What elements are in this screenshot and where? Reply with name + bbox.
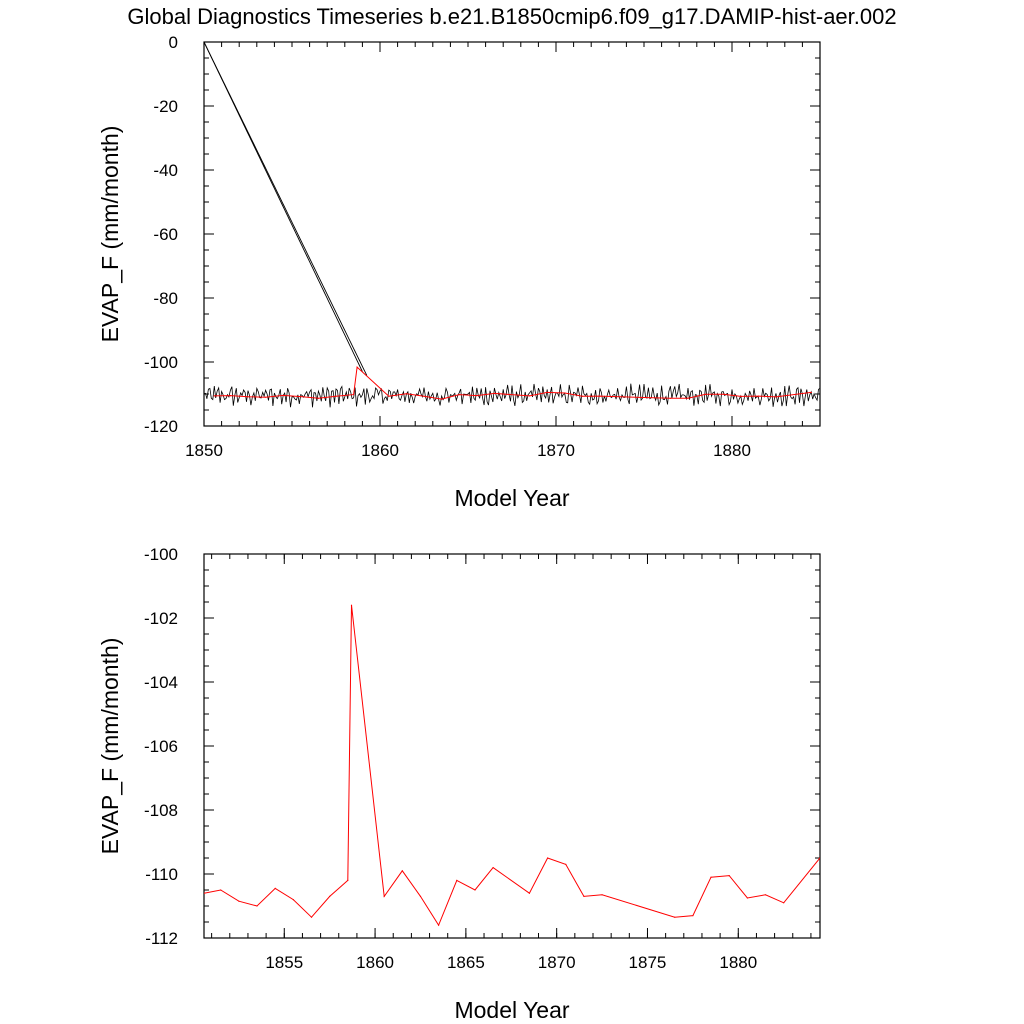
- annual-data-point: [710, 876, 712, 878]
- annual-data-point: [388, 395, 390, 397]
- annual-data-point: [247, 396, 249, 398]
- y-tick-label: -60: [153, 225, 178, 244]
- annual-data-point: [722, 393, 724, 395]
- annual-data-point: [238, 900, 240, 902]
- annual-data-point: [317, 397, 319, 399]
- annual-data-point: [692, 915, 694, 917]
- y-tick-label: -120: [144, 417, 178, 436]
- annual-data-point: [492, 867, 494, 869]
- monthly-series-line-drop-b: [204, 42, 368, 376]
- monthly-series-line: [204, 383, 820, 408]
- annual-data-point: [764, 894, 767, 896]
- annual-data-point: [775, 396, 777, 398]
- x-tick-label: 1870: [537, 441, 575, 460]
- annual-data-point: [687, 397, 689, 399]
- annual-data-point: [329, 895, 331, 898]
- y-tick-label: -108: [144, 801, 178, 820]
- y-tick-label: -40: [153, 161, 178, 180]
- annual-data-point: [740, 395, 742, 397]
- annual-data-point: [564, 392, 566, 394]
- y-axis-label: EVAP_F (mm/month): [97, 126, 123, 343]
- annual-series-line: [204, 605, 820, 927]
- annual-data-point: [705, 393, 707, 395]
- y-tick-label: -20: [153, 97, 178, 116]
- annual-data-point: [669, 397, 672, 399]
- x-tick-label: 1880: [713, 441, 751, 460]
- annual-data-point: [728, 875, 730, 877]
- x-tick-label: 1865: [447, 953, 485, 972]
- annual-data-point: [419, 895, 422, 898]
- annual-data-point: [383, 895, 385, 898]
- top-panel: 1850 1860 1870 1880 0 -20 -40 -60 -80 -100 -120 Mod…: [97, 33, 821, 511]
- annual-data-point: [581, 395, 584, 397]
- annual-data-point: [783, 902, 785, 904]
- y-tick-label: -106: [144, 737, 178, 756]
- annual-data-point: [423, 395, 425, 397]
- annual-data-point: [350, 604, 353, 606]
- annual-data-point: [204, 892, 205, 894]
- annual-data-point: [476, 395, 478, 397]
- annual-data-point: [265, 396, 267, 398]
- annual-data-point: [292, 899, 294, 901]
- y-tick-label: 0: [169, 33, 178, 52]
- annual-data-point: [441, 398, 443, 400]
- annual-data-point: [819, 857, 820, 859]
- annual-series-line: [214, 366, 812, 400]
- annual-data-point: [405, 393, 407, 395]
- annual-data-point: [213, 395, 215, 397]
- annual-data-point: [529, 395, 531, 397]
- annual-data-point: [456, 879, 458, 882]
- annual-data-point: [300, 396, 302, 398]
- x-tick-label: 1870: [538, 953, 576, 972]
- annual-data-point: [757, 395, 760, 397]
- annual-data-point: [547, 857, 549, 859]
- annual-data-point: [493, 392, 495, 394]
- annual-data-point: [599, 395, 601, 397]
- y-tick-label: -110: [145, 865, 178, 884]
- x-tick-label: 1850: [185, 441, 223, 460]
- chart-title: Global Diagnostics Timeseries b.e21.B185…: [127, 4, 896, 29]
- annual-data-point: [401, 870, 403, 872]
- x-tick-label: 1860: [361, 441, 399, 460]
- y-tick-label: -104: [144, 673, 178, 692]
- annual-data-point: [583, 895, 585, 898]
- y-tick-label: -100: [144, 353, 178, 372]
- annual-data-point: [347, 879, 349, 882]
- annual-data-point: [335, 395, 337, 397]
- annual-data-point: [810, 391, 812, 393]
- annual-data-point: [528, 892, 531, 894]
- x-tick-label: 1875: [629, 953, 667, 972]
- x-tick-label: 1880: [719, 953, 757, 972]
- annual-data-point: [674, 916, 676, 918]
- y-tick-label: -102: [144, 609, 178, 628]
- annual-data-point: [220, 889, 222, 891]
- annual-data-point: [256, 905, 258, 907]
- x-axis-label: Model Year: [454, 485, 569, 511]
- x-tick-label: 1860: [356, 953, 394, 972]
- bottom-panel: 1855 1860 1865 1870 1875 1880 -100 -102 -104 -106…: [97, 545, 821, 1023]
- annual-data-point: [458, 394, 460, 396]
- annual-data-point: [474, 889, 476, 891]
- y-tick-label: -80: [153, 289, 178, 308]
- y-axis-label: EVAP_F (mm/month): [97, 638, 123, 855]
- y-tick-label: -112: [145, 929, 178, 948]
- y-tick-label: -100: [144, 545, 178, 564]
- annual-data-point: [353, 394, 355, 396]
- annual-data-point: [565, 863, 567, 866]
- annual-data-point: [546, 391, 548, 393]
- x-tick-label: 1855: [265, 953, 303, 972]
- annual-data-point: [229, 395, 231, 397]
- annual-data-point: [282, 394, 284, 396]
- annual-data-point: [274, 887, 276, 890]
- annual-data-point: [746, 897, 749, 899]
- annual-data-point: [601, 894, 603, 896]
- annual-data-point: [438, 924, 440, 926]
- annual-data-point: [310, 916, 313, 918]
- annual-data-point: [356, 366, 358, 368]
- x-axis-label: Model Year: [454, 997, 569, 1023]
